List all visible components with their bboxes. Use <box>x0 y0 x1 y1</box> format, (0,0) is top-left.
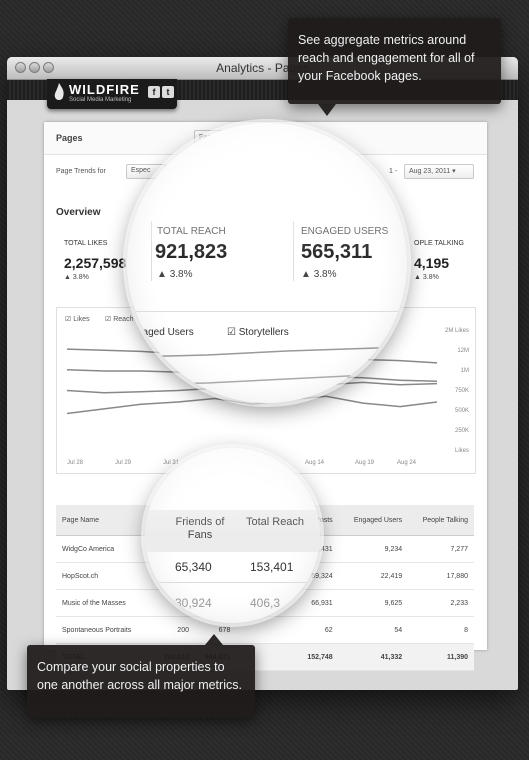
x-tick-label: Jul 28 <box>67 460 84 466</box>
facebook-icon: f <box>148 86 160 98</box>
metric-label: TOTAL LIKES <box>64 240 108 247</box>
table-cell: WidgCo America <box>56 535 154 563</box>
callout-top-text: See aggregate metrics around reach and e… <box>298 33 475 83</box>
y-tick-label: 12M <box>457 348 469 354</box>
end-date-value: Aug 23, 2011 <box>409 168 451 175</box>
close-window-button[interactable] <box>15 62 26 73</box>
metric-delta-value: 3.8% <box>72 274 89 281</box>
zoom-window-button[interactable] <box>43 62 54 73</box>
metric-label: OPLE TALKING <box>414 240 464 247</box>
flame-icon <box>54 83 64 100</box>
table-cell: Spontaneous Portraits <box>56 616 154 644</box>
table-cell: 9,625 <box>338 589 409 617</box>
table-cell: 9,234 <box>338 535 409 563</box>
end-date-select[interactable]: Aug 23, 2011 ▾ <box>404 164 474 179</box>
table-cell: 200 <box>153 616 195 644</box>
mag-reach-label: TOTAL REACH <box>157 226 226 237</box>
mag-r2c2: 406,3 <box>250 596 281 610</box>
mag-r1c1: 65,340 <box>175 560 212 574</box>
metric-value: 4,195 <box>414 255 450 271</box>
mag-legend-storytellers[interactable]: ☑ Storytellers <box>227 327 289 338</box>
x-tick-label: Aug 19 <box>355 460 375 466</box>
mag-col-friends: Friends of Fans <box>175 516 225 541</box>
window-title: Analytics - Pages <box>216 61 309 75</box>
metrics-magnifier: TOTAL REACH 921,823 ▲ 3.8% ENGAGED USERS… <box>127 123 407 403</box>
wildfire-logo[interactable]: WILDFIRE Social Media Marketing f t <box>47 79 177 109</box>
y-tick-label: Likes <box>454 448 469 454</box>
mag-engaged-delta: ▲ 3.8% <box>301 269 337 280</box>
y-tick-label: 250K <box>454 428 469 434</box>
x-tick-label: Aug 14 <box>305 460 325 466</box>
callout-bottom: Compare your social properties to one an… <box>27 634 255 718</box>
mag-trend-lines <box>127 346 407 386</box>
metric-value: 2,257,598 <box>64 255 127 271</box>
y-tick-label: 2M Likes <box>444 328 469 334</box>
date-separator: 1 - <box>389 168 398 175</box>
table-cell: 41,332 <box>338 643 409 671</box>
brand-name: WILDFIRE <box>69 82 140 97</box>
table-cell: 11,390 <box>408 643 474 671</box>
divider <box>127 311 407 312</box>
mag-legend-storytellers-label: Storytellers <box>238 327 289 338</box>
divider <box>151 221 152 281</box>
pages-title: Pages <box>56 133 83 143</box>
column-header[interactable]: People Talking <box>408 505 474 536</box>
metric-delta: ▲ 3.8% <box>414 274 439 281</box>
mag-col-reach: Total Reach <box>245 516 305 528</box>
y-tick-label: 500K <box>454 408 469 414</box>
mag-r2c1: 30,924 <box>175 596 212 610</box>
legend-likes[interactable]: ☑ Likes <box>65 316 90 323</box>
table-row[interactable]: Spontaneous Portraits 200 678 62 54 8 <box>56 616 474 644</box>
minimize-window-button[interactable] <box>29 62 40 73</box>
table-cell: 17,880 <box>408 562 474 590</box>
mag-engaged-label: ENGAGED USERS <box>301 226 389 237</box>
y-tick-label: 1M <box>460 368 469 374</box>
table-cell: Music of the Masses <box>56 589 154 617</box>
mag-engaged-value: 565,311 <box>301 241 373 263</box>
x-tick-label: Aug 24 <box>397 460 417 466</box>
mag-legend-engaged[interactable]: gaged Users <box>137 327 194 338</box>
mag-r1c2: 153,401 <box>250 560 294 574</box>
divider <box>145 582 320 583</box>
callout-bottom-text: Compare your social properties to one an… <box>37 660 242 692</box>
callout-arrow <box>205 634 223 645</box>
legend-reach-label: Reach <box>113 316 134 323</box>
overview-title: Overview <box>56 207 101 218</box>
table-cell: HopScot.ch <box>56 562 154 590</box>
series-line <box>66 395 438 415</box>
table-cell: 8 <box>408 616 474 644</box>
y-tick-label: 750K <box>454 388 469 394</box>
table-magnifier: Friends of Fans Total Reach 65,340 153,4… <box>145 448 320 623</box>
mag-reach-value: 921,823 <box>155 241 228 263</box>
table-cell: 62 <box>236 616 339 644</box>
legend-reach[interactable]: ☑ Reach <box>105 316 134 323</box>
table-cell: 2,233 <box>408 589 474 617</box>
x-tick-label: Jul 31 <box>163 460 180 466</box>
table-cell: 7,277 <box>408 535 474 563</box>
page-trends-label: Page Trends for <box>56 168 106 175</box>
brand-tagline: Social Media Marketing <box>69 97 132 103</box>
legend-likes-label: Likes <box>73 316 90 323</box>
twitter-icon: t <box>162 86 174 98</box>
mag-reach-delta: ▲ 3.8% <box>157 269 193 280</box>
table-cell: 54 <box>338 616 409 644</box>
metric-delta: ▲ 3.8% <box>64 274 89 281</box>
metric-delta-value: 3.8% <box>422 274 439 281</box>
callout-arrow <box>318 104 336 116</box>
callout-top: See aggregate metrics around reach and e… <box>288 18 501 116</box>
mag-engaged-delta-value: 3.8% <box>313 269 337 280</box>
column-header[interactable]: Page Name <box>56 505 154 536</box>
table-cell: 22,419 <box>338 562 409 590</box>
column-header[interactable]: Engaged Users <box>338 505 409 536</box>
mag-reach-delta-value: 3.8% <box>169 269 193 280</box>
x-tick-label: Jul 29 <box>115 460 132 466</box>
divider <box>293 221 294 281</box>
